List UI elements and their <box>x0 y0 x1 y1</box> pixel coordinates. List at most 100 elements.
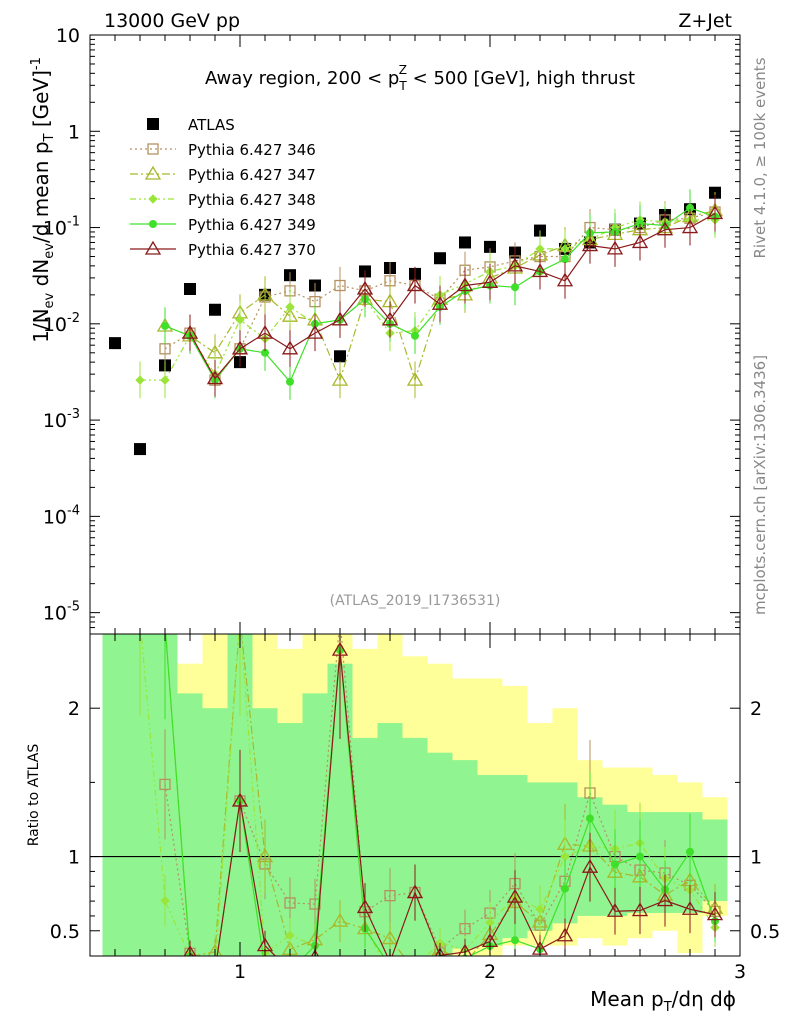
ratio-point-p370 <box>606 902 624 917</box>
ratio-y-tick-label: 0.5 <box>50 921 80 943</box>
data-point-p348 <box>285 302 295 312</box>
y-tick-label: 10-2 <box>43 311 80 336</box>
data-point-p370 <box>431 295 449 310</box>
data-point-p370 <box>706 205 724 220</box>
ratio-point-p370 <box>506 888 524 903</box>
data-point-p349 <box>511 283 519 292</box>
data-point-p347 <box>331 371 349 386</box>
ratio-line-p370 <box>189 650 716 956</box>
data-point-p349 <box>411 331 419 340</box>
ratio-point-p370 <box>208 964 222 976</box>
ratio-panel-axes: 0.5 0.5 1 1 2 2 1 2 3 <box>50 633 780 983</box>
band-green <box>427 752 453 956</box>
data-point-p370 <box>281 340 299 355</box>
ratio-point-p348 <box>386 967 394 975</box>
data-point-p370 <box>331 311 349 326</box>
ratio-y-tick-label: 2 <box>68 698 80 720</box>
ratio-point-p346 <box>159 778 171 791</box>
data-point-p370 <box>631 234 649 249</box>
ratio-point-p349 <box>162 620 169 627</box>
data-point-p370 <box>256 324 274 339</box>
ratio-point-p346 <box>459 923 471 935</box>
y-tick-label: 10-5 <box>43 600 80 625</box>
ratio-point-p346 <box>284 897 296 909</box>
legend-label-p349: Pythia 6.427 349 <box>188 216 316 234</box>
analysis-watermark: (ATLAS_2019_I1736531) <box>330 593 501 609</box>
legend-marker-p346 <box>147 143 159 155</box>
legend-label-p348: Pythia 6.427 348 <box>188 191 316 209</box>
legend: ATLAS Pythia 6.427 346 Pythia 6.427 347 Pyt… <box>130 116 316 259</box>
legend-label-atlas: ATLAS <box>188 116 235 134</box>
ratio-y-tick-label-right: 2 <box>750 698 762 720</box>
ratio-point-p349 <box>561 884 569 893</box>
ratio-point-p370 <box>434 947 446 956</box>
ratio-point-p370 <box>556 927 574 942</box>
mcplots-label: mcplots.cern.ch [arXiv:1306.3436] <box>751 355 769 615</box>
data-point-p370 <box>456 277 474 292</box>
plot-title: Away region, 200 < pTZ < 500 [GeV], high… <box>205 63 635 93</box>
legend-marker-p348 <box>148 194 158 204</box>
ratio-y-tick-label-right: 1 <box>750 847 762 869</box>
y-tick-label: 10-4 <box>43 503 80 528</box>
data-point-p370 <box>206 370 224 385</box>
ratio-point-p370 <box>631 902 649 917</box>
ratio-point-p348 <box>136 615 144 623</box>
ratio-point-p349 <box>412 967 419 974</box>
data-point-p370 <box>581 237 599 252</box>
ratio-point-p348 <box>535 904 545 914</box>
data-point-atlas <box>209 303 221 316</box>
data-point-p349 <box>286 377 294 386</box>
ratio-point-p346 <box>335 614 345 624</box>
ratio-line-p349 <box>165 634 716 956</box>
ratio-y-tick-label: 1 <box>68 847 80 869</box>
ratio-point-p370 <box>231 792 249 807</box>
ratio-point-p347 <box>463 954 467 956</box>
data-point-p370 <box>381 311 399 326</box>
main-panel-axes: 10-5 10-4 10-3 10-2 10-1 1 10 <box>43 25 741 635</box>
data-point-p370 <box>606 240 624 255</box>
ratio-point-p349 <box>287 967 294 974</box>
data-point-p370 <box>481 274 499 288</box>
ratio-point-p370 <box>406 884 424 899</box>
series-line-p370 <box>189 212 716 380</box>
x-tick-label: 2 <box>484 961 496 983</box>
ratio-point-p348 <box>160 895 170 906</box>
main-ylabel: 1/Nev dNev/d mean pT [GeV]-1 <box>29 57 57 343</box>
y-tick-label: 10-3 <box>43 407 80 432</box>
ratio-point-p370 <box>656 892 674 907</box>
data-point-p370 <box>406 277 424 292</box>
data-point-atlas <box>484 240 496 253</box>
ratio-point-p370 <box>457 943 473 956</box>
ratio-point-p346 <box>210 966 220 976</box>
data-point-p370 <box>356 280 374 295</box>
legend-marker-p370 <box>144 240 162 255</box>
data-point-atlas <box>109 337 121 350</box>
data-point-p370 <box>656 221 674 236</box>
data-point-p370 <box>506 257 524 272</box>
ratio-point-p348 <box>211 967 219 975</box>
ratio-point-p347 <box>158 617 172 629</box>
y-tick-label: 10-1 <box>43 215 80 240</box>
header-right: Z+Jet <box>678 10 732 32</box>
ratio-point-p349 <box>586 814 594 823</box>
band-green <box>177 693 203 956</box>
data-point-p349 <box>161 321 169 330</box>
ratio-point-p349 <box>686 847 694 856</box>
main-panel-series <box>109 186 724 456</box>
band-green <box>402 737 428 956</box>
ratio-point-p348 <box>236 615 244 623</box>
data-point-p348 <box>135 375 145 385</box>
x-tick-label: 1 <box>234 961 246 983</box>
ratio-point-p370 <box>356 899 374 914</box>
ratio-point-p349 <box>611 860 619 869</box>
legend-marker-p349 <box>149 220 157 228</box>
ratio-point-p348 <box>411 963 419 971</box>
ratio-point-p346 <box>384 889 396 902</box>
data-point-p370 <box>231 340 249 355</box>
band-green <box>102 634 128 956</box>
ratio-point-p370 <box>183 945 197 956</box>
ratio-point-p349 <box>387 962 394 969</box>
ratio-point-p349 <box>212 967 219 974</box>
ratio-point-p370 <box>331 641 349 656</box>
ratio-line-p348 <box>140 634 716 956</box>
